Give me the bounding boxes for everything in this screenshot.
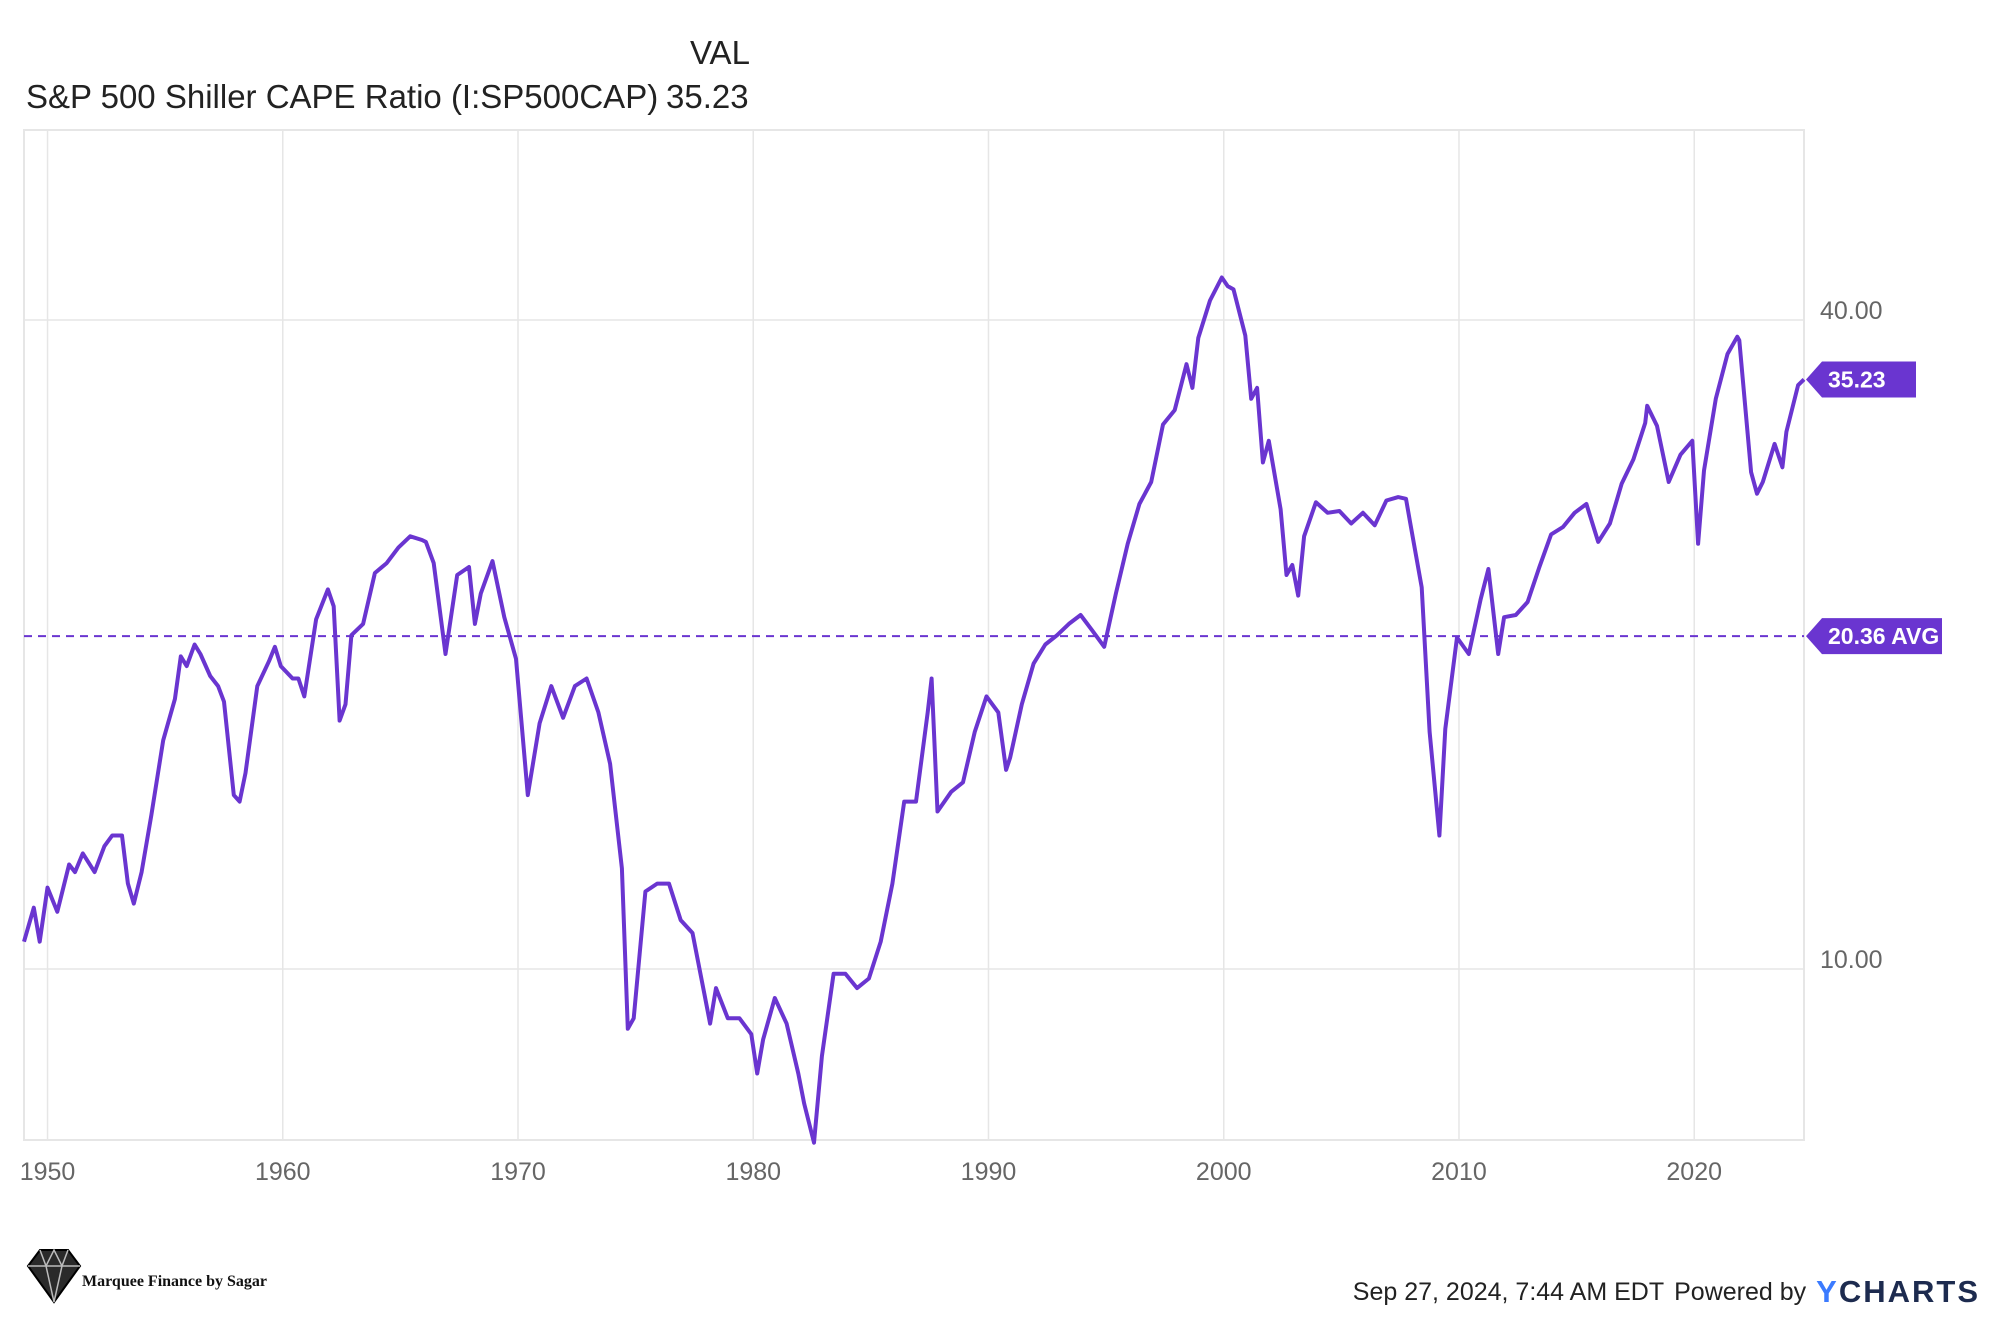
legend-value-header: VAL (690, 34, 750, 71)
last-value-label: 35.23 (1828, 366, 1886, 392)
y-tick-label: 10.00 (1820, 946, 1883, 974)
x-tick-label: 2010 (1431, 1158, 1487, 1186)
legend-current-value: 35.23 (666, 78, 749, 115)
diamond-icon (26, 1249, 82, 1304)
x-tick-label: 2020 (1666, 1158, 1722, 1186)
powered-by: Powered by (1674, 1277, 1807, 1306)
x-tick-label: 1980 (725, 1158, 781, 1186)
plot-frame (23, 129, 1805, 1141)
average-label: 20.36 AVG (1828, 623, 1939, 649)
legend-series-name: S&P 500 Shiller CAPE Ratio (I:SP500CAP) (26, 78, 659, 115)
series-line (22, 275, 1806, 1145)
footer: Sep 27, 2024, 7:44 AM EDT Powered by YCH… (1353, 1274, 1980, 1310)
y-tick-label: 40.00 (1820, 297, 1883, 325)
x-tick-label: 1990 (961, 1158, 1017, 1186)
x-tick-label: 2000 (1196, 1158, 1252, 1186)
logo-text: Marquee Finance by Sagar (82, 1273, 268, 1290)
x-tick-label: 1970 (490, 1158, 546, 1186)
ycharts-logo[interactable]: YCHARTS (1816, 1274, 1980, 1309)
timestamp: Sep 27, 2024, 7:44 AM EDT (1352, 1277, 1665, 1306)
average-flag: 20.36 AVG (1806, 618, 1942, 655)
x-tick-label: 1950 (20, 1158, 76, 1186)
last-value-flag: 35.23 (1806, 361, 1916, 398)
x-tick-label: 1960 (255, 1158, 311, 1186)
marquee-logo (26, 1248, 82, 1304)
